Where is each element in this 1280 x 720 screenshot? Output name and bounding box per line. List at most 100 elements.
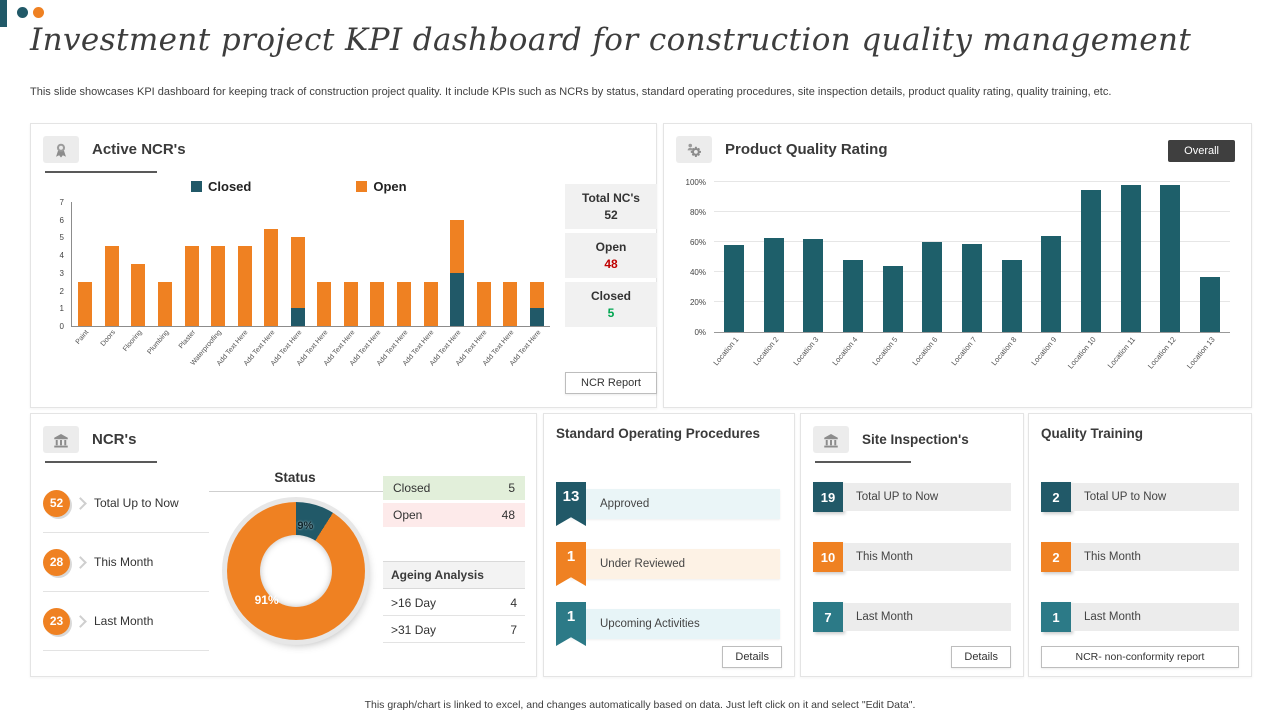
x-axis-label: Location 8 [989,335,1019,368]
x-axis-label: Location 2 [751,335,781,368]
row-value: 7 [510,623,517,637]
open-segment [131,264,146,326]
product-quality-panel: Product Quality Rating Overall 0% 20% 40% 6… [663,123,1252,408]
site-details-button[interactable]: Details [951,646,1011,668]
row-value: 4 [510,596,517,610]
x-axis-label: Location 9 [1029,335,1059,368]
panel-title: Active NCR's [92,141,186,158]
item-label-band: This Month [843,543,1011,571]
sop-item-approved: Approved 13 [544,482,794,530]
panel-title: Quality Training [1041,426,1144,441]
ncr-bar: Waterproofing [190,202,232,367]
ncr-bar: Paint [72,202,99,346]
closed-segment [290,308,305,326]
row-label: >16 Day [391,596,437,610]
x-axis-label: Location 1 [711,335,741,368]
quality-bar: Location 7 [950,182,992,367]
count-square: 7 [813,602,843,632]
ageing-analysis-title: Ageing Analysis [383,561,525,589]
quality-bar: Location 9 [1029,182,1072,367]
y-axis: 0% 20% 40% 60% 80% 100% [680,178,710,337]
overall-button[interactable]: Overall [1168,140,1235,162]
ncr-bar: Add Text Here [429,202,471,367]
page-subtitle: This slide showcases KPI dashboard for k… [30,86,1112,98]
site-inspections-panel: Site Inspection's 19 Total UP to Now 10 … [800,413,1024,677]
stat-open: Open 48 [565,233,657,278]
site-item: 19 Total UP to Now [801,482,1023,512]
x-axis-label: Plumbing [146,329,171,356]
sop-details-button[interactable]: Details [722,646,782,668]
row-label: Open [393,508,423,522]
x-axis-label: Location 12 [1145,335,1178,371]
open-segment [503,281,518,326]
y-tick-label: 60% [689,238,706,247]
open-segment [78,281,93,326]
stat-closed: Closed 5 [565,282,657,327]
ncr-nonconformity-report-button[interactable]: NCR- non-conformity report [1041,646,1239,668]
chevron-right-icon [74,614,87,628]
open-segment [264,228,279,326]
count-bookmark: 1 [556,542,586,586]
x-axis-label: Location 5 [870,335,900,368]
stat-label: Closed [590,289,631,303]
x-axis-label: Location 10 [1066,335,1098,371]
gear-icon [676,136,712,163]
panel-header: Quality Training [1041,426,1143,441]
row-label: >31 Day [391,623,437,637]
bar-fill [1001,260,1022,332]
stat-value: 48 [604,257,618,271]
x-axis-label: Plaster [177,329,197,351]
bar-fill [1160,185,1181,332]
ncr-bar: Plaster [178,202,205,350]
ncr-bar: Add Text Here [376,202,418,367]
bar-fill [723,245,744,332]
ncr-summary-list: 52 Total Up to Now 28 This Month 23 Last… [43,474,209,651]
plot-area: Location 1 Location 2 Location 3 Location 4… [712,181,1230,371]
count-bookmark: 13 [556,482,586,526]
building-icon [813,426,849,453]
open-segment [370,281,385,326]
gridline [714,211,1230,212]
count-square: 1 [1041,602,1071,632]
open-segment [157,281,172,326]
panel-title: Site Inspection's [862,432,969,447]
page-title: Investment project KPI dashboard for con… [30,22,1192,58]
quality-bar: Location 3 [791,182,833,367]
chevron-right-icon [74,555,87,569]
panel-title: Product Quality Rating [725,141,888,158]
donut-hole [260,535,332,607]
legend-label: Open [373,179,407,194]
bar-fill [763,237,784,332]
ageing-row: >16 Day 4 [383,589,525,616]
y-tick-label: 40% [689,268,706,277]
open-segment [476,281,491,326]
bar-fill [842,260,863,332]
chart-legend: Closed Open [191,179,407,194]
open-segment [397,281,412,326]
ncr-report-button[interactable]: NCR Report [565,372,657,394]
closed-segment [529,308,544,326]
quality-bar: Location 1 [712,182,754,367]
count-badge: 28 [43,548,70,576]
quality-bar: Location 2 [751,182,794,367]
active-ncrs-chart: 0 1 2 3 4 5 6 7 Paint Doors Flooring Plumbing Plast… [47,198,553,388]
y-tick-label: 100% [685,178,706,187]
bar-fill [1120,185,1141,332]
stat-label: Open [595,240,627,254]
bar-fill [922,242,943,332]
y-tick-label: 20% [689,298,706,307]
ncr-bar: Add Text Here [296,202,338,367]
quality-bar: Location 11 [1106,182,1151,370]
item-label: Total Up to Now [94,496,179,510]
x-axis-label: Paint [75,329,91,346]
row-value: 48 [501,508,515,522]
panel-header: Product Quality Rating [676,136,888,163]
count-square: 19 [813,482,843,512]
ncr-bar: Doors [99,202,126,348]
quality-bar: Location 13 [1185,182,1230,371]
legend-label: Closed [208,179,252,194]
open-segment [104,246,119,326]
item-label-band: Total UP to Now [843,483,1011,511]
list-item: 23 Last Month [43,592,209,651]
quality-bar: Location 5 [870,182,913,367]
